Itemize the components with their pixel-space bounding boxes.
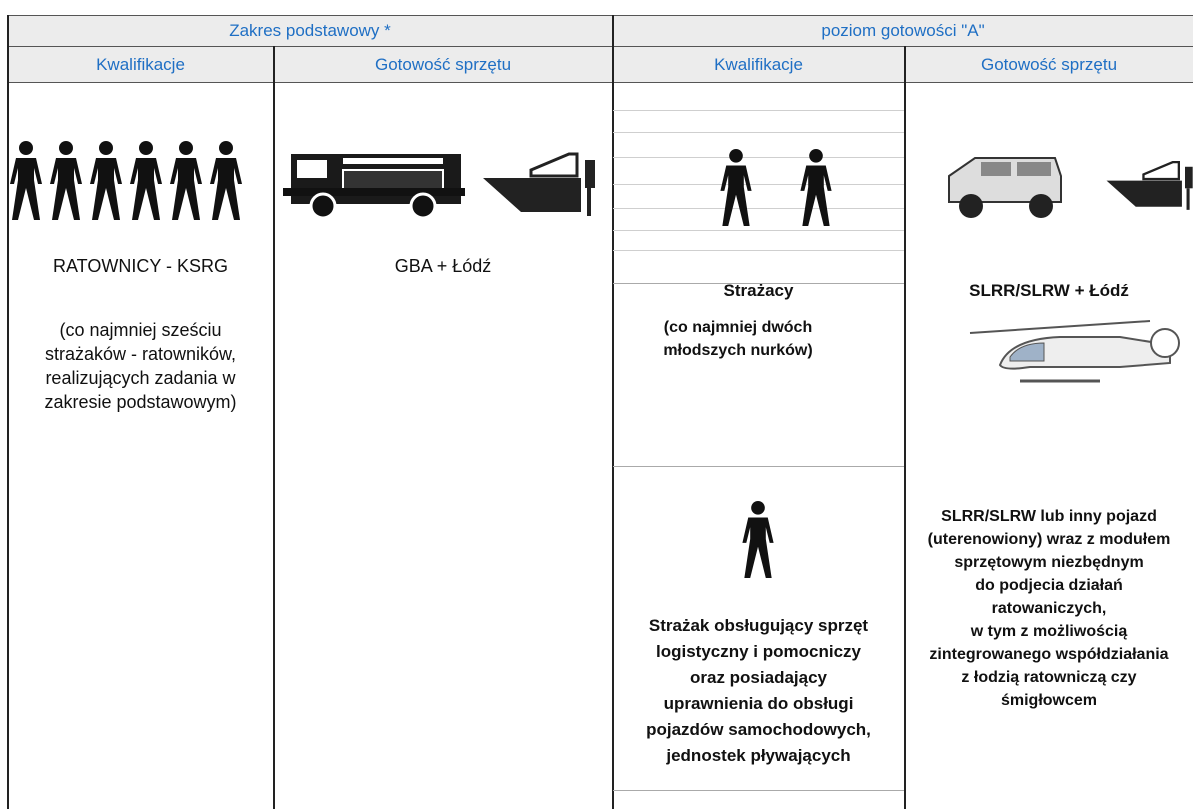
text-line: (co najmniej sześciu xyxy=(59,320,222,340)
rule xyxy=(613,157,904,158)
column-header: Gotowość sprzętu xyxy=(905,47,1193,82)
text-line: sprzętowym niezbędnym xyxy=(954,554,1144,571)
helicopter-icon xyxy=(969,320,1180,383)
group-header: poziom gotowości "A" xyxy=(613,15,1193,46)
text-line: uprawnienia do obsługi xyxy=(663,694,854,713)
rule xyxy=(613,208,904,209)
text-line: strażaków - ratowników, xyxy=(44,344,237,364)
rule xyxy=(613,250,904,251)
cell-note: (co najmniej sześciu strażaków - ratownik… xyxy=(8,318,273,414)
rule xyxy=(8,82,1193,83)
text-line: SLRR/SLRW lub inny pojazd xyxy=(941,508,1157,525)
truck-boat-icon xyxy=(283,152,597,220)
text-line: jednostek pływających xyxy=(666,746,851,765)
text-line: ratowaniczych, xyxy=(991,600,1107,617)
rule xyxy=(613,283,904,284)
text-line: realizujących zadania w xyxy=(45,368,236,388)
column-rule xyxy=(612,15,614,809)
text-line: w tym z możliwością xyxy=(970,623,1128,640)
cell-extra: Strażak obsługujący sprzęt logistyczny i … xyxy=(613,613,904,769)
text-line: oraz posiadający xyxy=(689,668,827,687)
rule xyxy=(613,184,904,185)
suv-boat-icon xyxy=(948,157,1193,218)
column-header: Gotowość sprzętu xyxy=(274,47,612,82)
rule xyxy=(8,15,1193,16)
text-line: (uterenowiony) wraz z modułem xyxy=(927,531,1171,548)
text-line: do podjecia działań xyxy=(975,577,1123,594)
cell-label: RATOWNICY - KSRG xyxy=(52,256,229,276)
people-icons xyxy=(720,148,832,226)
text-line: śmigłowcem xyxy=(1000,692,1098,709)
rule xyxy=(613,110,904,111)
people-icons xyxy=(10,141,242,220)
cell-extra: SLRR/SLRW lub inny pojazd (uterenowiony) … xyxy=(905,505,1193,712)
rule xyxy=(613,790,904,791)
rule xyxy=(613,466,904,467)
rule xyxy=(613,230,904,231)
group-header: Zakres podstawowy * xyxy=(8,15,612,46)
text-line: młodszych nurków) xyxy=(663,342,813,359)
text-line: Strażak obsługujący sprzęt xyxy=(648,616,869,635)
column-rule xyxy=(7,15,9,809)
text-line: logistyczny i pomocniczy xyxy=(656,642,861,661)
text-line: pojazdów samochodowych, xyxy=(646,720,871,739)
text-line: (co najmniej dwóch xyxy=(663,319,813,336)
cell-note: (co najmniej dwóch młodszych nurków) xyxy=(613,316,863,362)
cell-label: GBA + Łódź xyxy=(394,256,492,276)
rule xyxy=(613,132,904,133)
person-icon xyxy=(742,500,774,578)
column-header: Kwalifikacje xyxy=(613,47,904,82)
column-header: Kwalifikacje xyxy=(8,47,273,82)
text-line: zintegrowanego współdziałania xyxy=(929,646,1169,663)
column-rule xyxy=(273,46,275,809)
text-line: z łodzią ratowniczą czy xyxy=(961,669,1137,686)
cell-label: Strażacy xyxy=(723,281,794,300)
column-rule xyxy=(904,46,906,809)
rule xyxy=(8,46,1193,47)
cell-label: SLRR/SLRW + Łódź xyxy=(969,281,1129,300)
text-line: zakresie podstawowym) xyxy=(44,392,237,412)
